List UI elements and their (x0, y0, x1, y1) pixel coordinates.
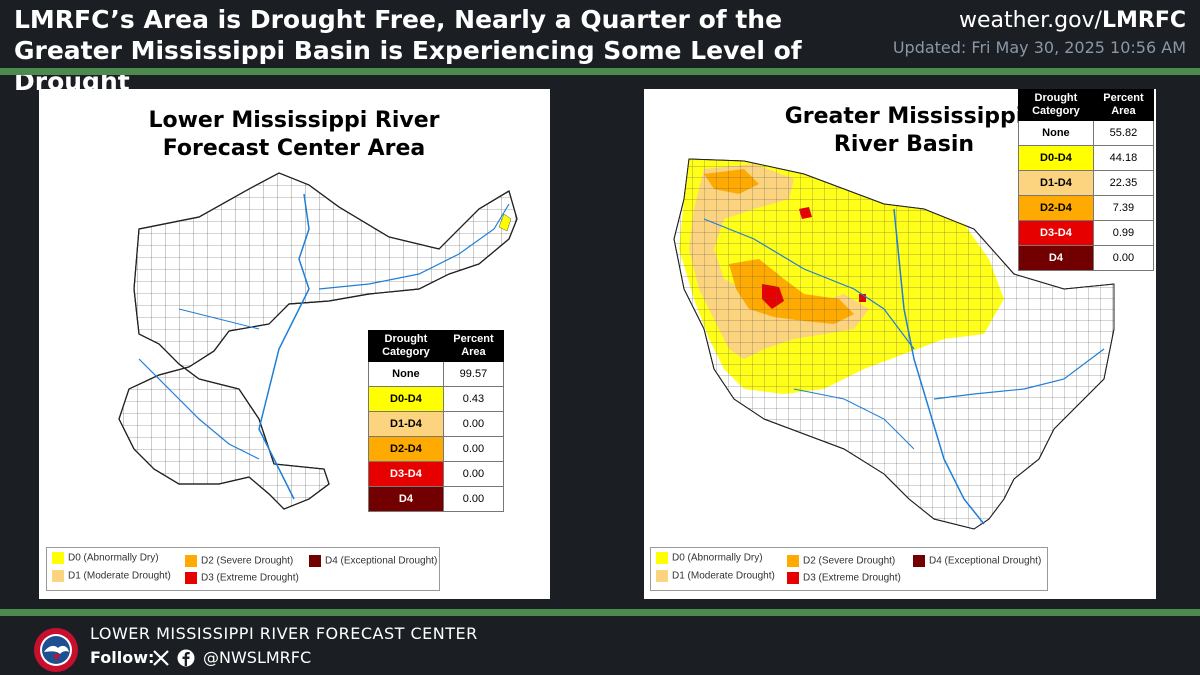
row-value: 99.57 (442, 361, 505, 387)
row-category: D2-D4 (368, 436, 444, 462)
x-icon[interactable] (152, 649, 170, 667)
table-row: D1-D4 22.35 (1018, 170, 1155, 196)
legend-swatch (656, 570, 668, 582)
row-value: 0.00 (1092, 245, 1155, 271)
row-category: D2-D4 (1018, 195, 1094, 221)
top-divider (0, 68, 1200, 75)
header: LMRFC’s Area is Drought Free, Nearly a Q… (0, 0, 1200, 96)
basin-map-title: Greater Mississippi River Basin (784, 104, 1024, 157)
legend-label: D4 (Exceptional Drought) (929, 555, 1042, 567)
table-header-row: Drought Category Percent Area (1018, 89, 1155, 121)
row-category: None (1018, 120, 1094, 146)
bottom-divider (0, 609, 1200, 616)
row-category: D4 (1018, 245, 1094, 271)
legend-swatch (52, 552, 64, 564)
row-value: 0.00 (442, 486, 505, 512)
website-link[interactable]: weather.gov/LMRFC (959, 8, 1186, 33)
legend-label: D3 (Extreme Drought) (803, 572, 901, 584)
lmrfc-legend: D0 (Abnormally Dry) D1 (Moderate Drought… (46, 547, 440, 591)
table-row: D4 0.00 (1018, 245, 1155, 271)
basin-drought-table: Drought Category Percent Area None 55.82 … (1018, 89, 1155, 271)
legend-label: D4 (Exceptional Drought) (325, 555, 438, 567)
website-prefix: weather.gov/ (958, 8, 1102, 33)
table-row: None 99.57 (368, 361, 505, 387)
legend-label: D2 (Severe Drought) (803, 555, 896, 567)
legend-d4: D4 (Exceptional Drought) (913, 555, 1041, 567)
legend-d2: D2 (Severe Drought) (787, 555, 895, 567)
legend-label: D0 (Abnormally Dry) (68, 552, 159, 564)
footer-social-handle[interactable]: @NWSLMRFC (203, 648, 312, 667)
table-row: D2-D4 0.00 (368, 436, 505, 462)
table-row: D2-D4 7.39 (1018, 195, 1155, 221)
row-value: 0.00 (442, 461, 505, 487)
table-row: D0-D4 0.43 (368, 386, 505, 412)
header-drought-category: Drought Category (368, 330, 444, 362)
legend-d3: D3 (Extreme Drought) (185, 572, 299, 584)
row-value: 7.39 (1092, 195, 1155, 221)
header-percent-area: Percent Area (1092, 89, 1155, 121)
basin-legend: D0 (Abnormally Dry) D1 (Moderate Drought… (650, 547, 1048, 591)
row-value: 55.82 (1092, 120, 1155, 146)
legend-d0: D0 (Abnormally Dry) (52, 552, 159, 564)
mississippi-basin-map-panel: Greater Mississippi River Basin Drought … (644, 89, 1156, 599)
row-value: 44.18 (1092, 145, 1155, 171)
footer-org-name: LOWER MISSISSIPPI RIVER FORECAST CENTER (90, 624, 478, 643)
legend-label: D0 (Abnormally Dry) (672, 552, 763, 564)
legend-swatch (787, 555, 799, 567)
row-value: 0.43 (442, 386, 505, 412)
table-row: None 55.82 (1018, 120, 1155, 146)
legend-swatch (52, 570, 64, 582)
lmrfc-drought-table: Drought Category Percent Area None 99.57 … (368, 330, 505, 512)
row-value: 0.00 (442, 436, 505, 462)
table-row: D0-D4 44.18 (1018, 145, 1155, 171)
table-row: D3-D4 0.99 (1018, 220, 1155, 246)
legend-swatch (185, 555, 197, 567)
mississippi-basin-map (673, 158, 1115, 530)
table-row: D1-D4 0.00 (368, 411, 505, 437)
legend-d3: D3 (Extreme Drought) (787, 572, 901, 584)
facebook-icon[interactable] (177, 649, 195, 667)
lmrfc-map-panel: Lower Mississippi River Forecast Center … (39, 89, 550, 599)
nws-logo-icon (34, 628, 78, 672)
legend-d1: D1 (Moderate Drought) (52, 570, 171, 582)
legend-swatch (309, 555, 321, 567)
updated-timestamp: Updated: Fri May 30, 2025 10:56 AM (892, 38, 1186, 57)
row-category: D1-D4 (368, 411, 444, 437)
header-percent-area: Percent Area (442, 330, 505, 362)
header-drought-category: Drought Category (1018, 89, 1094, 121)
row-category: D4 (368, 486, 444, 512)
legend-swatch (185, 572, 197, 584)
footer: LOWER MISSISSIPPI RIVER FORECAST CENTER … (0, 616, 1200, 675)
legend-label: D1 (Moderate Drought) (672, 570, 775, 582)
footer-follow-label: Follow: (90, 648, 155, 667)
legend-d4: D4 (Exceptional Drought) (309, 555, 437, 567)
row-category: D1-D4 (1018, 170, 1094, 196)
lmrfc-map-title: Lower Mississippi River Forecast Center … (148, 108, 440, 161)
table-header-row: Drought Category Percent Area (368, 330, 505, 362)
legend-d2: D2 (Severe Drought) (185, 555, 293, 567)
legend-d0: D0 (Abnormally Dry) (656, 552, 763, 564)
table-row: D4 0.00 (368, 486, 505, 512)
website-bold: LMRFC (1101, 8, 1186, 33)
legend-label: D3 (Extreme Drought) (201, 572, 299, 584)
page-title: LMRFC’s Area is Drought Free, Nearly a Q… (14, 5, 802, 96)
legend-swatch (787, 572, 799, 584)
lmrfc-area-map (118, 172, 518, 510)
row-category: D0-D4 (368, 386, 444, 412)
row-category: None (368, 361, 444, 387)
legend-label: D2 (Severe Drought) (201, 555, 294, 567)
row-value: 0.99 (1092, 220, 1155, 246)
row-category: D0-D4 (1018, 145, 1094, 171)
row-value: 0.00 (442, 411, 505, 437)
legend-label: D1 (Moderate Drought) (68, 570, 171, 582)
row-category: D3-D4 (368, 461, 444, 487)
legend-swatch (913, 555, 925, 567)
legend-d1: D1 (Moderate Drought) (656, 570, 775, 582)
row-value: 22.35 (1092, 170, 1155, 196)
legend-swatch (656, 552, 668, 564)
row-category: D3-D4 (1018, 220, 1094, 246)
table-row: D3-D4 0.00 (368, 461, 505, 487)
